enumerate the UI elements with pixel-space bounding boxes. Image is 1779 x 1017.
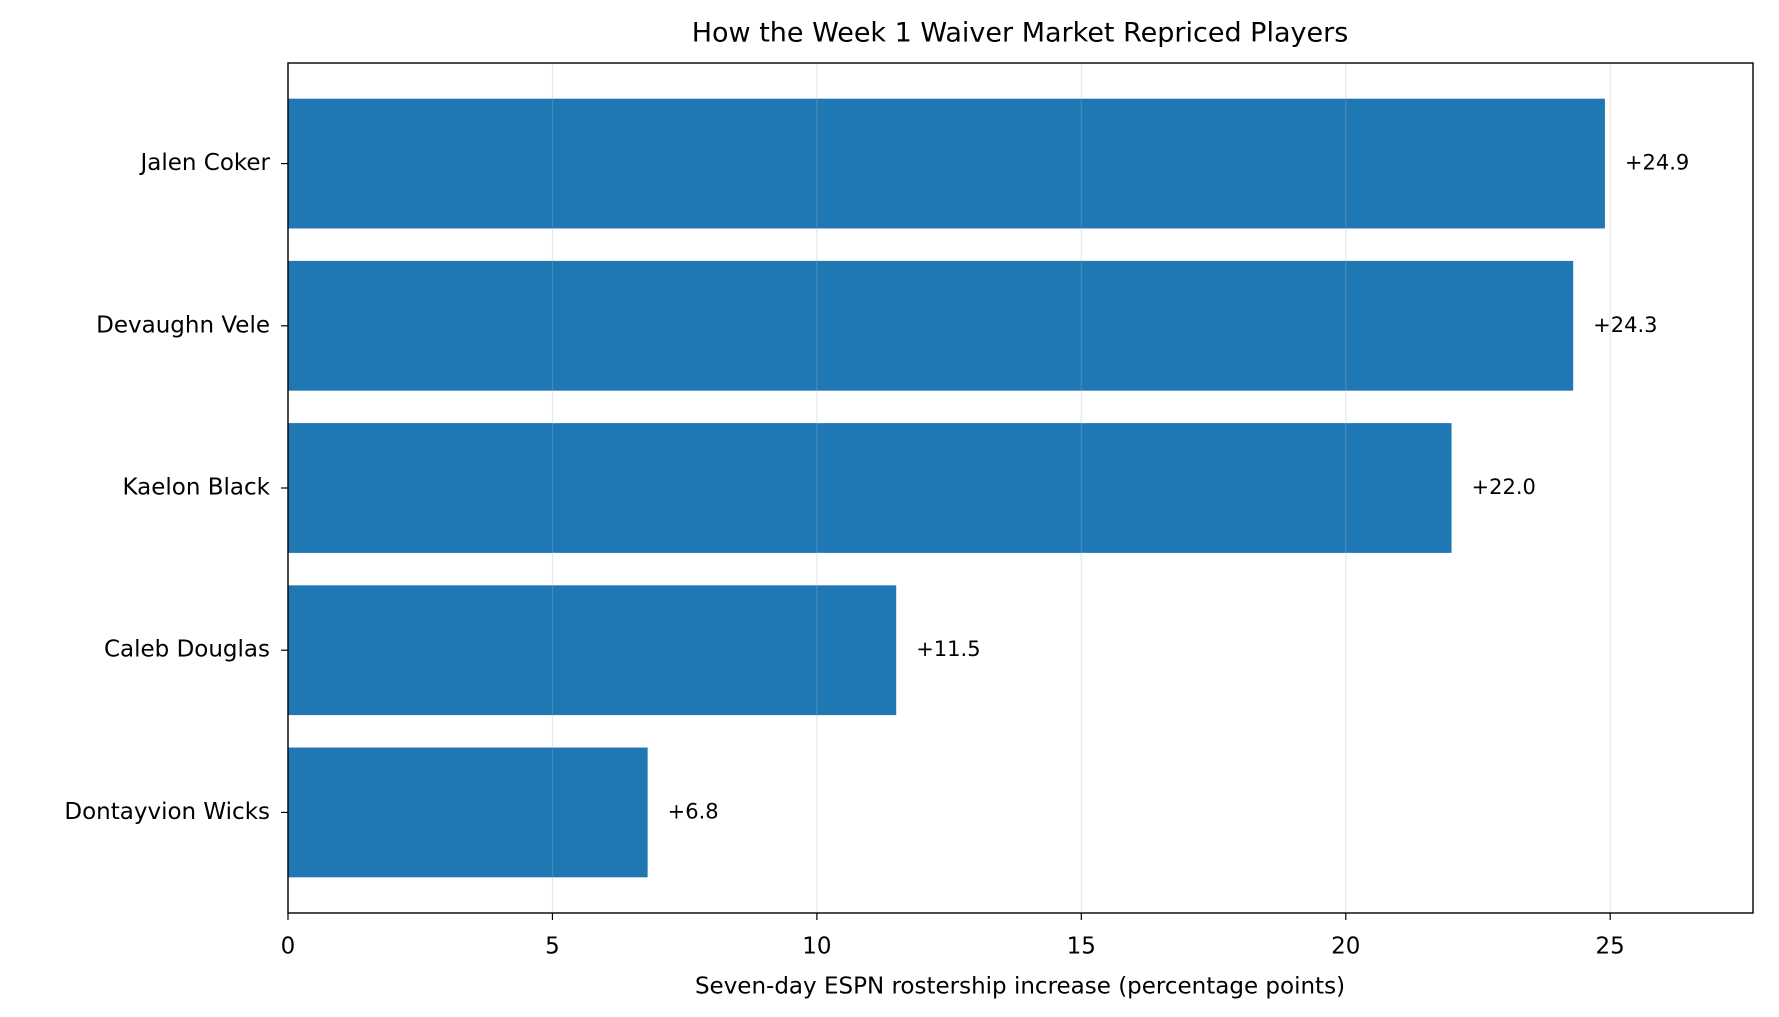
x-tick-label: 20: [1331, 934, 1360, 960]
y-tick-label: Caleb Douglas: [104, 637, 270, 663]
x-axis-label: Seven-day ESPN rostership increase (perc…: [695, 974, 1345, 1000]
bar: [288, 747, 648, 878]
y-tick-label: Kaelon Black: [122, 475, 270, 501]
bar: [288, 423, 1452, 553]
chart-title: How the Week 1 Waiver Market Repriced Pl…: [692, 18, 1349, 49]
y-tick-label: Dontayvion Wicks: [64, 799, 270, 825]
y-tick-label: Devaughn Vele: [96, 312, 270, 338]
bar: [288, 260, 1574, 391]
bar: [288, 585, 897, 716]
value-label: +22.0: [1472, 475, 1536, 499]
bar: [288, 98, 1605, 229]
plot-frame: [287, 62, 1754, 914]
value-label: +6.8: [668, 799, 719, 823]
x-tick-label: 15: [1067, 934, 1096, 960]
x-tick-label: 25: [1596, 934, 1625, 960]
value-label: +24.9: [1625, 151, 1689, 175]
x-tick-label: 5: [545, 934, 560, 960]
y-tick-label: Jalen Coker: [138, 150, 270, 176]
value-label: +24.3: [1593, 313, 1657, 337]
x-tick-label: 0: [281, 934, 296, 960]
value-label: +11.5: [916, 637, 980, 661]
x-tick-label: 10: [802, 934, 831, 960]
